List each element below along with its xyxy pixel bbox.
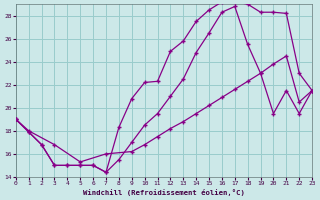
X-axis label: Windchill (Refroidissement éolien,°C): Windchill (Refroidissement éolien,°C)	[83, 189, 245, 196]
